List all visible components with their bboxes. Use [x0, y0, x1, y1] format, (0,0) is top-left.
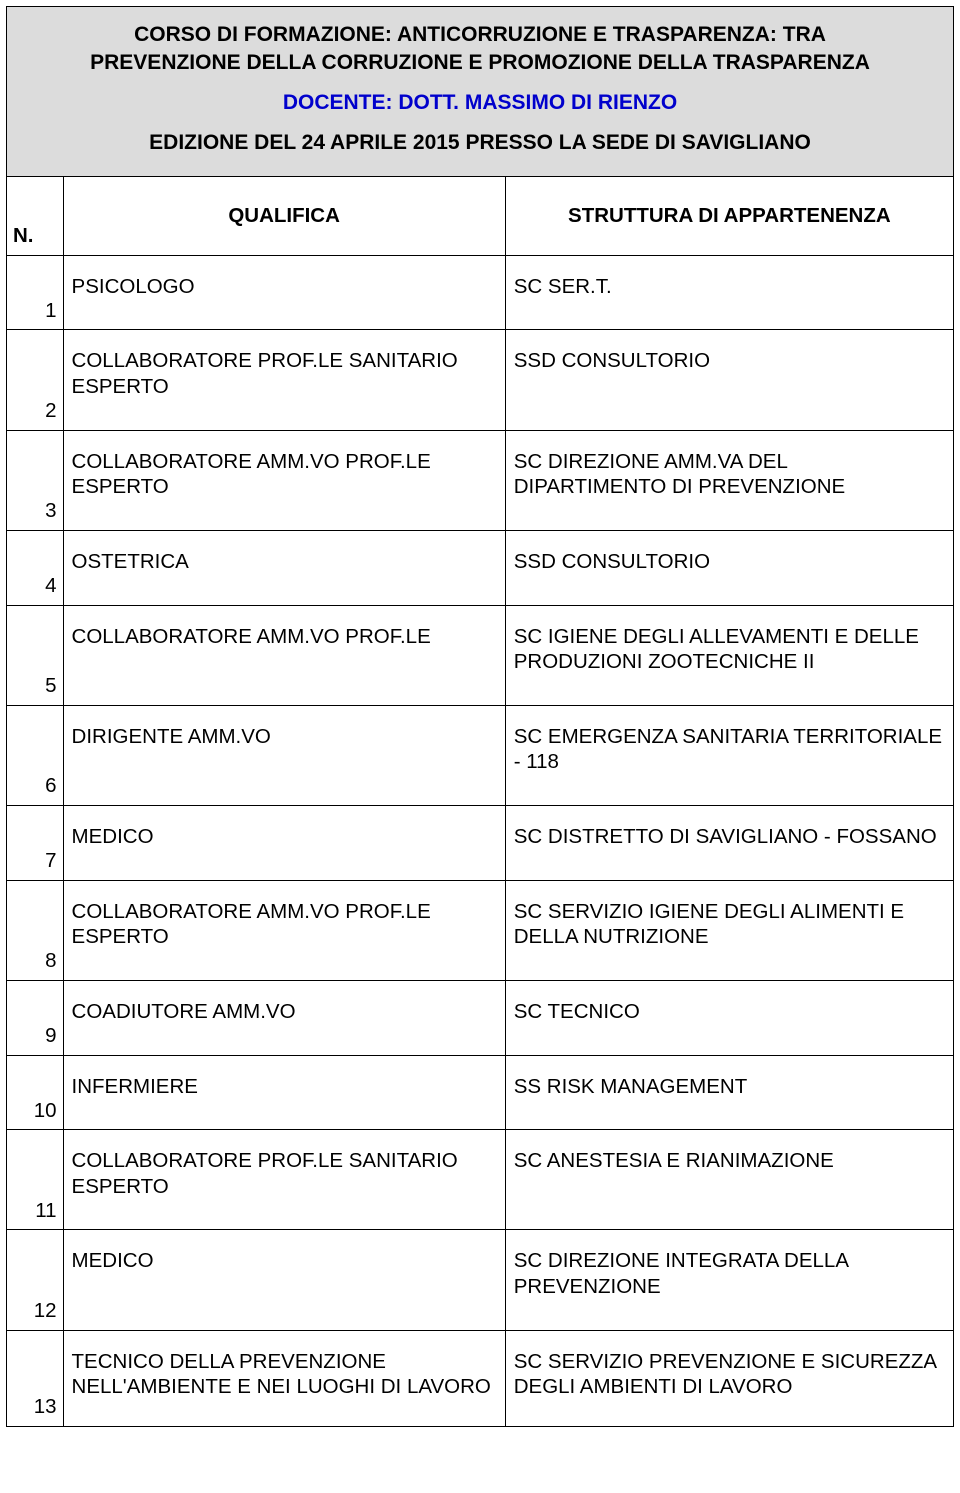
struttura-cell: SSD CONSULTORIO [505, 330, 953, 430]
struttura-cell: SS RISK MANAGEMENT [505, 1055, 953, 1130]
qualifica-cell: COLLABORATORE AMM.VO PROF.LE ESPERTO [63, 880, 505, 980]
row-number: 13 [7, 1330, 64, 1426]
struttura-cell: SC ANESTESIA E RIANIMAZIONE [505, 1130, 953, 1230]
table-row: 13 TECNICO DELLA PREVENZIONE NELL'AMBIEN… [7, 1330, 954, 1426]
row-number: 4 [7, 530, 64, 605]
row-number: 3 [7, 430, 64, 530]
header-block: CORSO DI FORMAZIONE: ANTICORRUZIONE E TR… [7, 7, 954, 177]
table-row: 10 INFERMIERE SS RISK MANAGEMENT [7, 1055, 954, 1130]
table-row: 8 COLLABORATORE AMM.VO PROF.LE ESPERTO S… [7, 880, 954, 980]
table-row: 5 COLLABORATORE AMM.VO PROF.LE SC IGIENE… [7, 605, 954, 705]
column-header-row: N. QUALIFICA STRUTTURA DI APPARTENENZA [7, 177, 954, 256]
docente-line: DOCENTE: DOTT. MASSIMO DI RIENZO [21, 90, 939, 116]
struttura-cell: SC SER.T. [505, 255, 953, 330]
qualifica-cell: MEDICO [63, 806, 505, 881]
struttura-cell: SSD CONSULTORIO [505, 530, 953, 605]
struttura-cell: SC SERVIZIO IGIENE DEGLI ALIMENTI E DELL… [505, 880, 953, 980]
row-number: 7 [7, 806, 64, 881]
table-row: 1 PSICOLOGO SC SER.T. [7, 255, 954, 330]
table-row: 4 OSTETRICA SSD CONSULTORIO [7, 530, 954, 605]
struttura-cell: SC SERVIZIO PREVENZIONE E SICUREZZA DEGL… [505, 1330, 953, 1426]
row-number: 2 [7, 330, 64, 430]
struttura-cell: SC EMERGENZA SANITARIA TERRITORIALE - 11… [505, 705, 953, 805]
row-number: 11 [7, 1130, 64, 1230]
table-row: 7 MEDICO SC DISTRETTO DI SAVIGLIANO - FO… [7, 806, 954, 881]
qualifica-cell: OSTETRICA [63, 530, 505, 605]
title-line-1: CORSO DI FORMAZIONE: ANTICORRUZIONE E TR… [134, 23, 826, 46]
table-row: 6 DIRIGENTE AMM.VO SC EMERGENZA SANITARI… [7, 705, 954, 805]
qualifica-cell: COLLABORATORE PROF.LE SANITARIO ESPERTO [63, 1130, 505, 1230]
row-number: 12 [7, 1230, 64, 1330]
title-line-2: PREVENZIONE DELLA CORRUZIONE E PROMOZION… [90, 51, 870, 74]
row-number: 10 [7, 1055, 64, 1130]
struttura-cell: SC TECNICO [505, 980, 953, 1055]
page: CORSO DI FORMAZIONE: ANTICORRUZIONE E TR… [0, 0, 960, 1433]
table-row: 2 COLLABORATORE PROF.LE SANITARIO ESPERT… [7, 330, 954, 430]
qualifica-cell: MEDICO [63, 1230, 505, 1330]
row-number: 6 [7, 705, 64, 805]
col-qualifica-header: QUALIFICA [63, 177, 505, 256]
document-table: CORSO DI FORMAZIONE: ANTICORRUZIONE E TR… [6, 6, 954, 1427]
table-row: 9 COADIUTORE AMM.VO SC TECNICO [7, 980, 954, 1055]
qualifica-cell: COLLABORATORE AMM.VO PROF.LE [63, 605, 505, 705]
table-row: 12 MEDICO SC DIREZIONE INTEGRATA DELLA P… [7, 1230, 954, 1330]
qualifica-cell: COLLABORATORE AMM.VO PROF.LE ESPERTO [63, 430, 505, 530]
row-number: 8 [7, 880, 64, 980]
struttura-cell: SC IGIENE DEGLI ALLEVAMENTI E DELLE PROD… [505, 605, 953, 705]
row-number: 5 [7, 605, 64, 705]
qualifica-cell: COADIUTORE AMM.VO [63, 980, 505, 1055]
qualifica-cell: PSICOLOGO [63, 255, 505, 330]
header-row: CORSO DI FORMAZIONE: ANTICORRUZIONE E TR… [7, 7, 954, 177]
struttura-cell: SC DIREZIONE AMM.VA DEL DIPARTIMENTO DI … [505, 430, 953, 530]
qualifica-cell: INFERMIERE [63, 1055, 505, 1130]
qualifica-cell: DIRIGENTE AMM.VO [63, 705, 505, 805]
course-title: CORSO DI FORMAZIONE: ANTICORRUZIONE E TR… [21, 21, 939, 78]
col-struttura-header: STRUTTURA DI APPARTENENZA [505, 177, 953, 256]
qualifica-cell: TECNICO DELLA PREVENZIONE NELL'AMBIENTE … [63, 1330, 505, 1426]
struttura-cell: SC DISTRETTO DI SAVIGLIANO - FOSSANO [505, 806, 953, 881]
qualifica-cell: COLLABORATORE PROF.LE SANITARIO ESPERTO [63, 330, 505, 430]
table-row: 3 COLLABORATORE AMM.VO PROF.LE ESPERTO S… [7, 430, 954, 530]
col-n-header: N. [7, 177, 64, 256]
row-number: 1 [7, 255, 64, 330]
table-row: 11 COLLABORATORE PROF.LE SANITARIO ESPER… [7, 1130, 954, 1230]
struttura-cell: SC DIREZIONE INTEGRATA DELLA PREVENZIONE [505, 1230, 953, 1330]
row-number: 9 [7, 980, 64, 1055]
edition-line: EDIZIONE DEL 24 APRILE 2015 PRESSO LA SE… [21, 130, 939, 156]
